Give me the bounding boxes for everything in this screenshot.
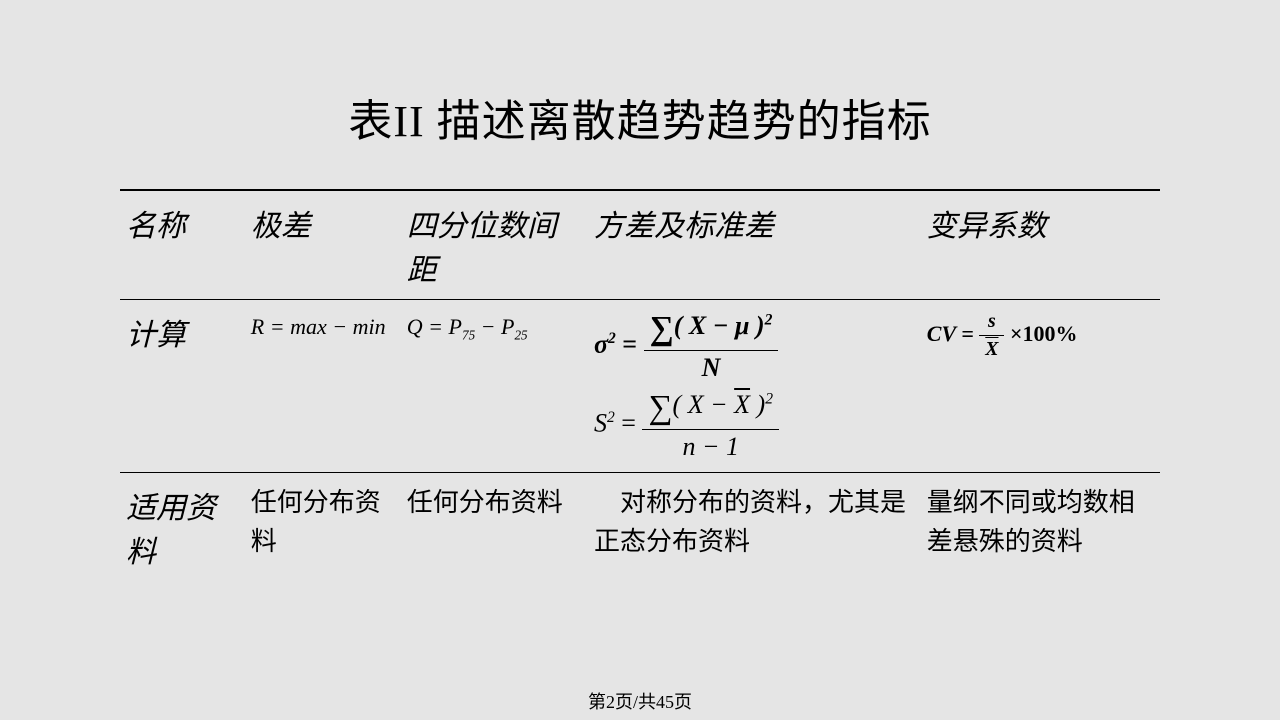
- sigma-formula: σ2 = ∑( X − μ )2 N: [594, 310, 915, 383]
- slide: 表II 描述离散趋势趋势的指标 名称 极差 四分位数间距 方差及标准差 变异系数…: [0, 0, 1280, 720]
- col-iqr: 四分位数间距: [401, 190, 588, 300]
- apply-var-sd: 对称分布的资料，尤其是正态分布资料: [588, 473, 921, 582]
- dispersion-table: 名称 极差 四分位数间距 方差及标准差 变异系数 计算 R = max − mi…: [120, 189, 1160, 581]
- col-range: 极差: [245, 190, 401, 300]
- calc-range: R = max − min: [245, 300, 401, 473]
- s-formula: S2 = ∑( X − X )2 n − 1: [594, 389, 915, 462]
- calc-label: 计算: [120, 300, 245, 473]
- iqr-formula: Q = P75 − P25: [407, 314, 528, 339]
- page-number: 第2页/共45页: [0, 688, 1280, 714]
- calc-iqr: Q = P75 − P25: [401, 300, 588, 473]
- slide-title: 表II 描述离散趋势趋势的指标: [120, 0, 1160, 189]
- col-cv: 变异系数: [921, 190, 1160, 300]
- table-header-row: 名称 极差 四分位数间距 方差及标准差 变异系数: [120, 190, 1160, 300]
- apply-label: 适用资料: [120, 473, 245, 582]
- apply-range: 任何分布资料: [245, 473, 401, 582]
- range-formula: R = max − min: [251, 314, 386, 339]
- apply-cv: 量纲不同或均数相差悬殊的资料: [921, 473, 1160, 582]
- col-var-sd: 方差及标准差: [588, 190, 921, 300]
- apply-iqr: 任何分布资料: [401, 473, 588, 582]
- table-apply-row: 适用资料 任何分布资料 任何分布资料 对称分布的资料，尤其是正态分布资料 量纲不…: [120, 473, 1160, 582]
- col-name: 名称: [120, 190, 245, 300]
- cv-formula: CV = s X ×100%: [927, 321, 1078, 346]
- table-calc-row: 计算 R = max − min Q = P75 − P25 σ2 = ∑( X…: [120, 300, 1160, 473]
- calc-var-sd: σ2 = ∑( X − μ )2 N S2 = ∑( X − X )2 n − …: [588, 300, 921, 473]
- calc-cv: CV = s X ×100%: [921, 300, 1160, 473]
